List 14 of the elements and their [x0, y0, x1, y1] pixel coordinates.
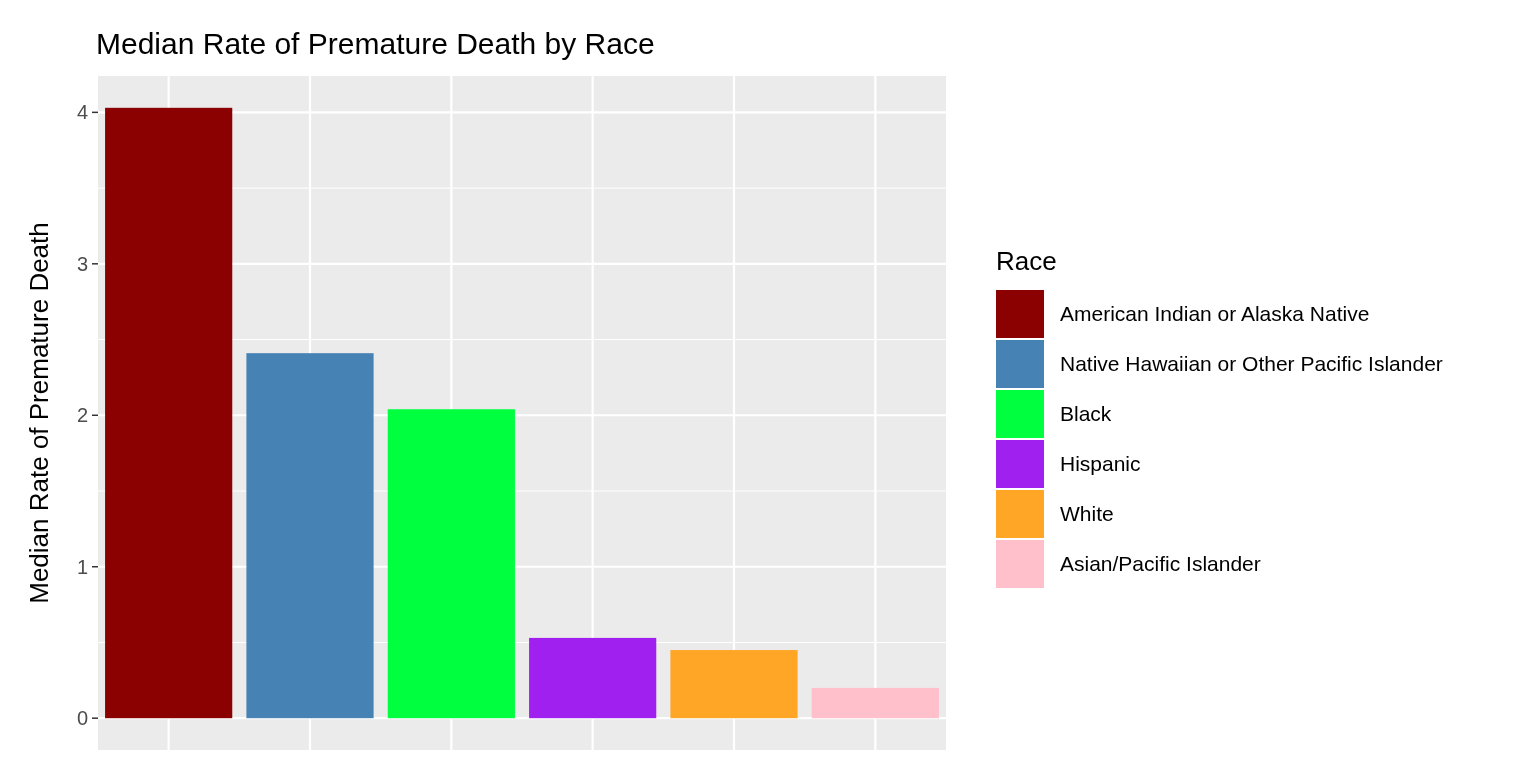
y-axis-title: Median Rate of Premature Death	[24, 222, 54, 604]
legend-title: Race	[996, 246, 1057, 276]
y-tick-label: 4	[76, 101, 88, 124]
legend-label: American Indian or Alaska Native	[1060, 302, 1370, 326]
legend-label: Hispanic	[1060, 452, 1141, 476]
legend-label: White	[1060, 502, 1114, 526]
y-tick-label: 1	[76, 555, 88, 578]
y-tick-label: 2	[76, 404, 88, 427]
legend-label: Asian/Pacific Islander	[1060, 552, 1261, 576]
y-tick-label: 0	[76, 707, 88, 730]
y-tick-label: 3	[76, 252, 88, 275]
legend-label: Native Hawaiian or Other Pacific Islander	[1060, 352, 1443, 376]
legend-label: Black	[1060, 402, 1112, 426]
chart-title: Median Rate of Premature Death by Race	[96, 27, 655, 60]
